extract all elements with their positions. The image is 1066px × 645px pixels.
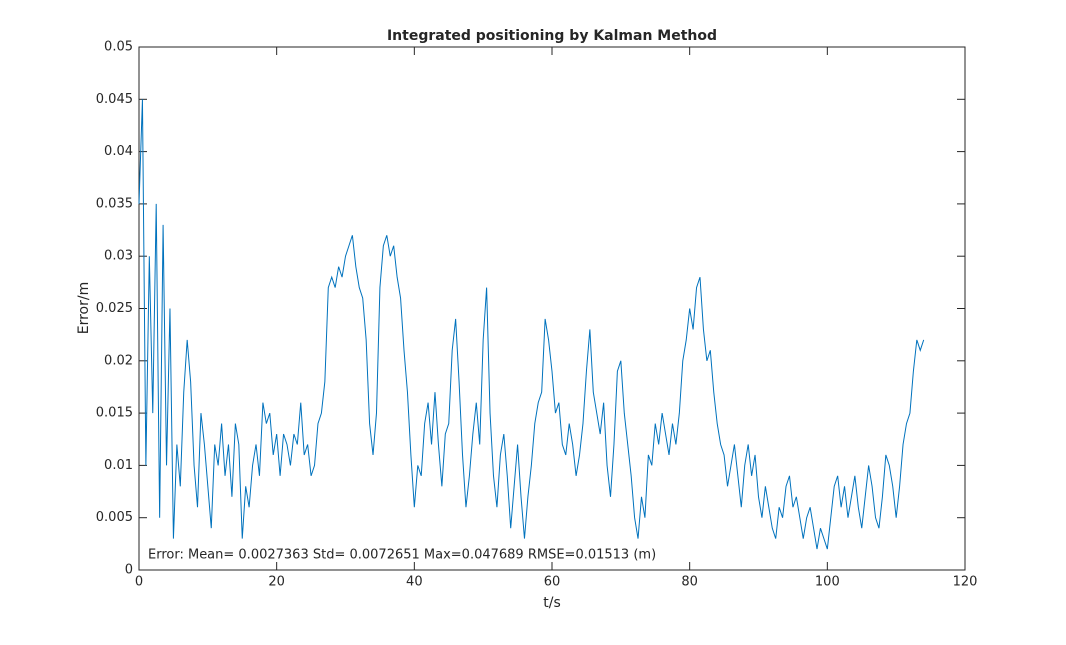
x-tick-label: 0: [135, 575, 143, 590]
y-tick-label: 0.035: [96, 196, 133, 211]
y-tick-label: 0.03: [104, 249, 133, 264]
data-line: [138, 99, 925, 550]
y-tick-label: 0.02: [104, 353, 133, 368]
y-tick-label: 0.015: [96, 406, 133, 421]
x-tick-label: 40: [406, 575, 423, 590]
x-tick-label: 60: [544, 575, 561, 590]
y-tick-label: 0.04: [104, 144, 133, 159]
annotation: Error: Mean= 0.0027363 Std= 0.0072651 Ma…: [148, 548, 656, 563]
y-tick-label: 0: [125, 563, 133, 578]
y-axis-label: Error/m: [76, 282, 92, 334]
y-tick-label: 0.045: [96, 92, 133, 107]
y-tick-label: 0.025: [96, 301, 133, 316]
plot-area: [138, 46, 966, 571]
y-tick-label: 0.005: [96, 510, 133, 525]
x-axis-label: t/s: [543, 595, 561, 611]
x-tick-label: 100: [815, 575, 840, 590]
x-tick-label: 120: [953, 575, 978, 590]
y-tick-label: 0.05: [104, 40, 133, 55]
y-tick-label: 0.01: [104, 458, 133, 473]
chart-title: Integrated positioning by Kalman Method: [387, 28, 717, 44]
x-tick-label: 80: [681, 575, 698, 590]
x-tick-label: 20: [268, 575, 285, 590]
